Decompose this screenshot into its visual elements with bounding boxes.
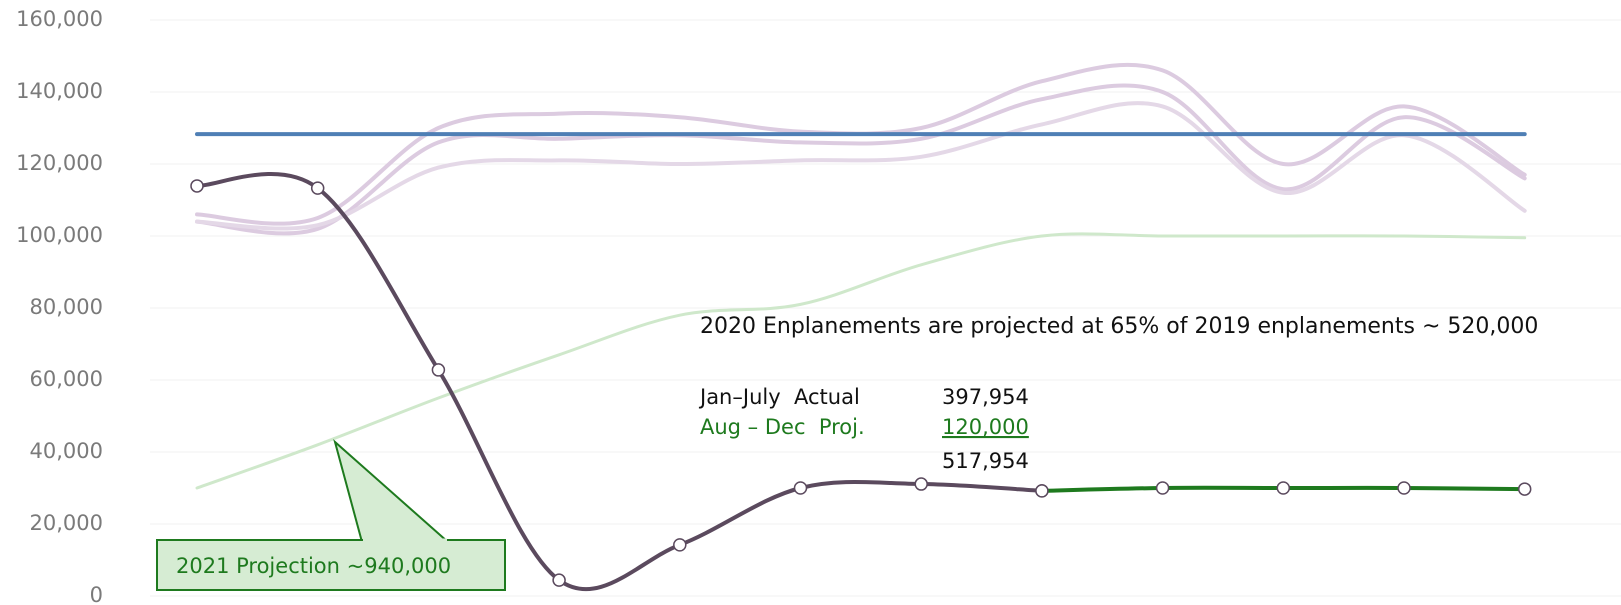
- lines: [195, 62, 1527, 592]
- marker: [1155, 481, 1170, 495]
- y-tick-label: 80,000: [30, 295, 103, 319]
- y-tick-label: 120,000: [16, 151, 103, 175]
- y-tick-label: 100,000: [16, 223, 103, 247]
- marker: [673, 538, 687, 552]
- callout-text: 2021 Projection ~940,000: [176, 554, 451, 578]
- marker: [1276, 481, 1291, 495]
- series-line: [195, 83, 1527, 236]
- y-tick-label: 40,000: [30, 439, 103, 463]
- row-value: 120,000: [942, 415, 1029, 439]
- marker: [1035, 484, 1049, 498]
- marker: [431, 363, 446, 377]
- markers: [190, 179, 1532, 587]
- series-line: [195, 101, 1527, 231]
- row-label: Jan–July Actual: [698, 385, 860, 409]
- row-label: Aug – Dec Proj.: [700, 415, 865, 439]
- y-tick-label: 60,000: [30, 367, 103, 391]
- y-tick-label: 140,000: [16, 79, 103, 103]
- marker: [190, 179, 204, 193]
- marker: [1397, 481, 1411, 495]
- row-value: 517,954: [942, 449, 1029, 473]
- y-tick-label: 160,000: [16, 7, 103, 31]
- y-tick-label: 0: [90, 583, 103, 605]
- note: 2020 Enplanements are projected at 65% o…: [700, 314, 1538, 339]
- marker: [914, 477, 928, 491]
- y-tick-label: 20,000: [30, 511, 103, 535]
- series-line: [195, 172, 1044, 592]
- grid: 0 20,000 40,000 60,000 80,000 100,000 120,000 1…: [16, 7, 1621, 605]
- marker: [552, 573, 566, 587]
- series-line: [195, 232, 1527, 490]
- marker: [793, 481, 808, 495]
- marker: [1517, 482, 1532, 496]
- callout-box: [156, 539, 506, 591]
- row-value: 397,954: [942, 385, 1029, 409]
- callout-pointer: [333, 439, 451, 543]
- marker: [310, 181, 325, 195]
